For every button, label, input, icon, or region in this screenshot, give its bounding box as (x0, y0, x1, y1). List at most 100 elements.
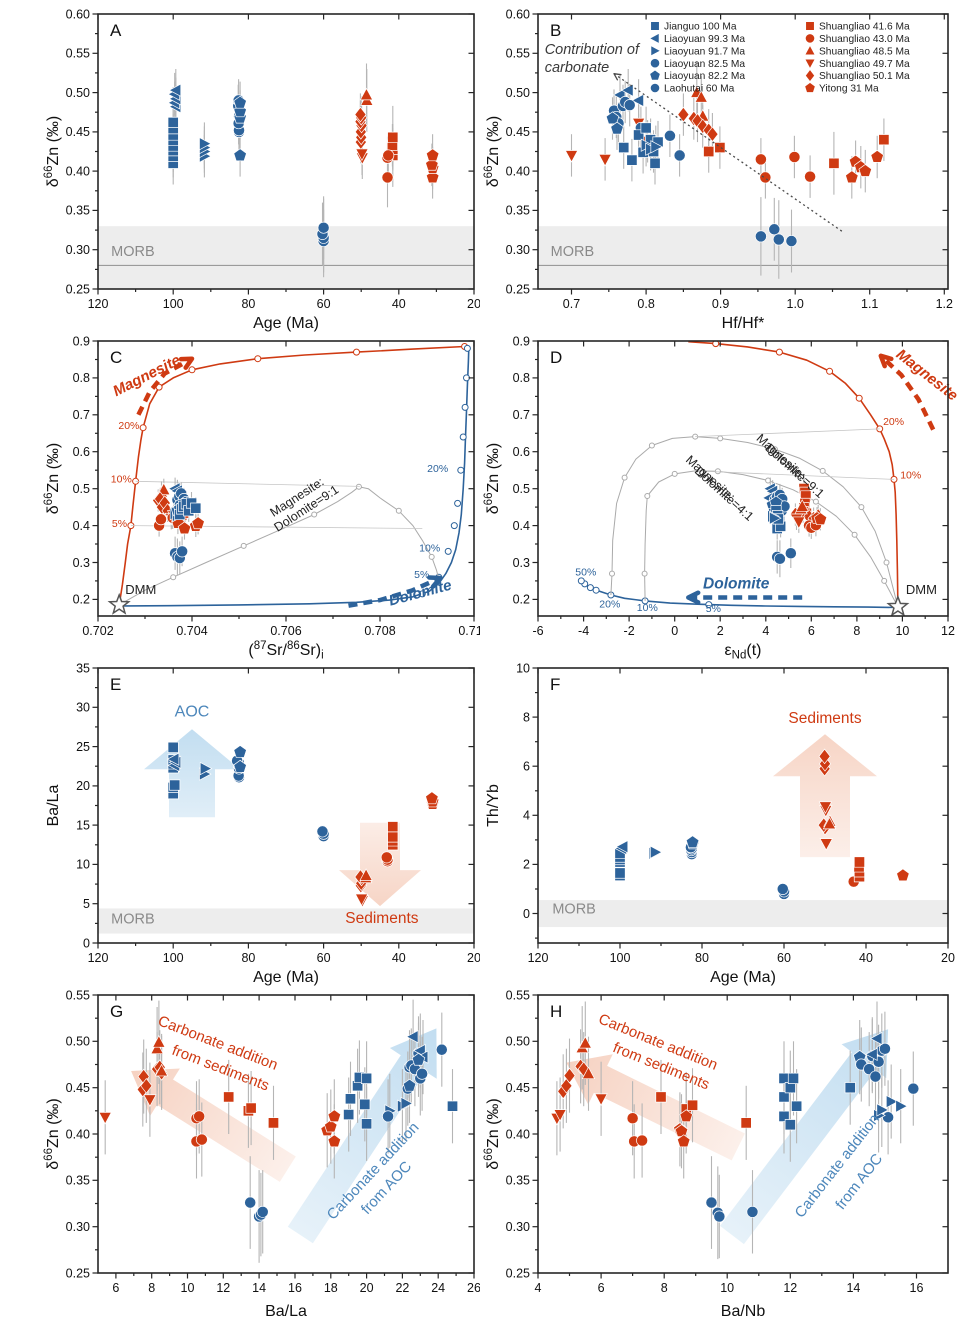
data-point (865, 1047, 878, 1062)
svg-text:0.45: 0.45 (66, 1081, 90, 1095)
svg-text:40: 40 (392, 297, 406, 311)
panel-A: MORB 120 100 80 60 40 20 0.25 0.30 0.35 0.40 0.45 0.… (42, 7, 481, 340)
data-point (233, 759, 247, 773)
data-point (788, 151, 801, 163)
svg-text:8: 8 (661, 1281, 668, 1295)
data-point (382, 149, 395, 162)
legend-label: Liaoyuan 99.3 Ma (664, 34, 745, 45)
data-point (387, 821, 399, 833)
axis-ticks (532, 13, 948, 295)
data-point (244, 1196, 257, 1209)
svg-text:8: 8 (523, 710, 530, 724)
panel-letter: B (550, 21, 561, 40)
data-point (245, 1102, 257, 1114)
svg-text:0.35: 0.35 (506, 1174, 530, 1188)
svg-text:δ66Zn (‰): δ66Zn (‰) (43, 443, 62, 514)
dashed-arrow (136, 356, 194, 416)
annotation-text: DMM (125, 582, 156, 597)
data-point (787, 1072, 800, 1084)
data-point (677, 106, 690, 123)
svg-text:-2: -2 (624, 624, 635, 638)
panel-letter: C (110, 348, 122, 367)
svg-text:35: 35 (76, 662, 90, 675)
data-point (400, 1096, 414, 1111)
data-point (382, 1110, 395, 1123)
svg-text:120: 120 (88, 951, 109, 965)
panel-letter: G (110, 1002, 123, 1021)
data-point (772, 233, 785, 246)
svg-text:20: 20 (360, 1281, 374, 1295)
svg-text:14: 14 (252, 1281, 266, 1295)
mixing-curve (118, 345, 465, 606)
svg-text:100: 100 (610, 951, 631, 965)
svg-text:0.45: 0.45 (506, 1081, 530, 1095)
svg-text:0.30: 0.30 (506, 1220, 530, 1234)
panel-letter: E (110, 675, 121, 694)
data-point (598, 154, 612, 167)
data-point (380, 851, 393, 864)
data-point (626, 154, 638, 166)
data-point (256, 1205, 269, 1218)
data-point (381, 171, 394, 184)
data-point (316, 825, 329, 838)
data-point (655, 1091, 667, 1103)
data-point (233, 95, 247, 109)
morb-band (98, 908, 474, 934)
legend-label: Liaoyuan 91.7 Ma (664, 46, 745, 57)
axis-ticks (92, 13, 475, 295)
svg-text:0.50: 0.50 (506, 1035, 530, 1049)
data-point (706, 126, 719, 143)
svg-text:0.2: 0.2 (73, 593, 90, 607)
svg-text:Ba/La: Ba/La (45, 784, 62, 826)
morb-label: MORB (111, 244, 155, 260)
annotation-text: 10% (637, 602, 658, 614)
morb-band (538, 226, 948, 289)
data-point (784, 1119, 796, 1131)
data-point (650, 140, 664, 154)
svg-text:60: 60 (317, 951, 331, 965)
trend-arrow (144, 729, 240, 818)
plot-area-G (98, 999, 459, 1263)
axis-ticks (532, 667, 949, 949)
data-point (818, 801, 833, 814)
data-point (773, 552, 786, 565)
data-point (679, 1109, 693, 1123)
panel-letter: D (550, 348, 562, 367)
svg-text:0.55: 0.55 (66, 989, 90, 1002)
svg-text:0.35: 0.35 (66, 1174, 90, 1188)
data-point (411, 1052, 426, 1066)
svg-text:1.2: 1.2 (936, 297, 953, 311)
svg-text:Hf/Hf*: Hf/Hf* (722, 315, 765, 332)
annotation-text: Dolomite (703, 576, 770, 593)
data-point (686, 1099, 699, 1111)
annotation-text: 20% (427, 463, 448, 475)
annotation-text: AOC (175, 704, 210, 721)
svg-text:60: 60 (777, 951, 791, 965)
svg-text:0.704: 0.704 (176, 624, 207, 638)
legend-label: Liaoyuan 82.2 Ma (664, 71, 745, 82)
svg-text:10: 10 (720, 1281, 734, 1295)
data-point (140, 1077, 153, 1094)
data-point (869, 1031, 883, 1046)
svg-text:100: 100 (163, 951, 184, 965)
svg-text:0.40: 0.40 (66, 164, 90, 178)
svg-text:80: 80 (241, 951, 255, 965)
data-point (785, 235, 798, 248)
svg-text:40: 40 (859, 951, 873, 965)
data-point (359, 1098, 371, 1110)
panel-D: Magnesite Dolomite Magnesite: Dolomite=9:1 M… (482, 334, 961, 667)
svg-text:18: 18 (324, 1281, 338, 1295)
panel-letter: A (110, 21, 122, 40)
data-point (754, 153, 767, 166)
svg-text:0.8: 0.8 (513, 371, 530, 385)
legend-marker (649, 69, 661, 81)
data-point (631, 93, 644, 108)
svg-text:0.710: 0.710 (458, 624, 480, 638)
data-point (878, 1042, 891, 1055)
svg-text:0.45: 0.45 (66, 125, 90, 139)
dashed-arrow (613, 73, 844, 233)
data-point (740, 1117, 752, 1129)
data-point (199, 761, 213, 776)
data-point (663, 129, 676, 142)
